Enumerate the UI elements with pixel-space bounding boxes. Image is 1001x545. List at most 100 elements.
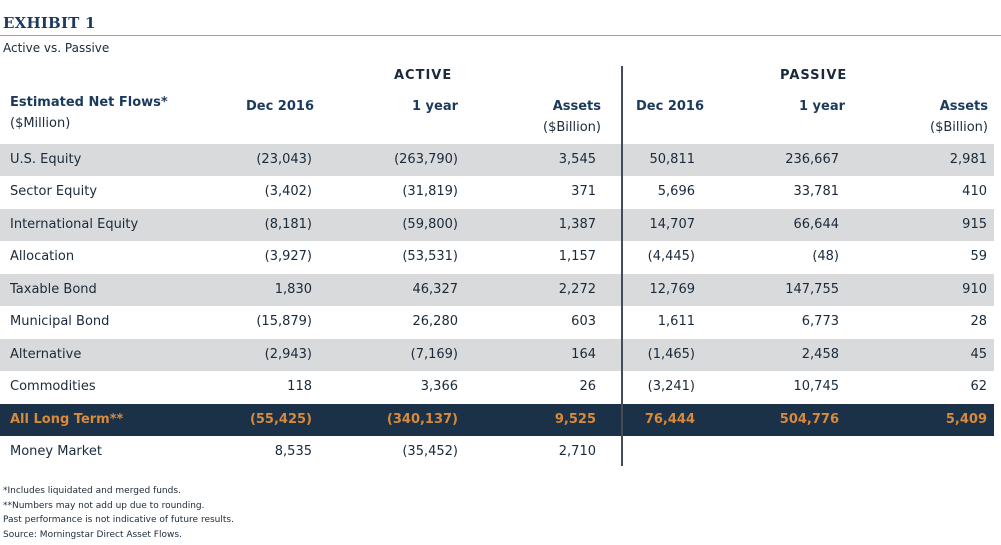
active-dec2016-cell: (3,402)	[264, 184, 312, 199]
passive-assets-cell: 62	[970, 379, 987, 394]
exhibit-label: EXHIBIT 1	[3, 14, 96, 32]
active-dec2016-cell: (8,181)	[264, 216, 312, 232]
active-dec2016-cell: 8,535	[274, 444, 312, 459]
header-active-assets-line2: ($Billion)	[543, 120, 601, 135]
active-dec2016-cell: (55,425)	[249, 411, 312, 427]
active-dec2016-cell: (23,043)	[256, 151, 312, 167]
passive-dec2016-cell: (3,241)	[647, 379, 695, 394]
table-row: International Equity (8,181) (59,800) 1,…	[0, 208, 994, 241]
header-active-assets: Assets ($Billion)	[543, 96, 601, 138]
active-assets-cell: 9,525	[554, 411, 596, 427]
row-label: All Long Term**	[10, 411, 124, 427]
footnotes: *Includes liquidated and merged funds. *…	[3, 484, 234, 542]
row-label: Sector Equity	[10, 184, 98, 199]
header-passive-assets-line2: ($Billion)	[930, 120, 988, 135]
active-dec2016-cell: 1,830	[274, 281, 312, 297]
active-1year-cell: (263,790)	[394, 151, 458, 167]
active-assets-cell: 3,545	[558, 151, 596, 167]
header-active-dec2016: Dec 2016	[246, 96, 314, 117]
row-label: Money Market	[10, 444, 102, 459]
footnote: Source: Morningstar Direct Asset Flows.	[3, 529, 182, 540]
row-label: Allocation	[10, 249, 75, 264]
group-header-passive: PASSIVE	[780, 68, 848, 83]
header-passive-assets: Assets ($Billion)	[930, 96, 988, 138]
passive-dec2016-cell: (1,465)	[647, 346, 695, 362]
active-1year-cell: 26,280	[412, 314, 459, 329]
active-dec2016-cell: (2,943)	[264, 346, 312, 362]
passive-assets-cell: 910	[962, 281, 987, 297]
header-passive-assets-line1: Assets	[939, 99, 988, 114]
header-active-1year: 1 year	[412, 96, 458, 117]
active-dec2016-cell: 118	[287, 379, 312, 394]
table-row: Municipal Bond (15,879) 26,280 603 1,611…	[0, 306, 994, 339]
table-row: Allocation (3,927) (53,531) 1,157 (4,445…	[0, 241, 994, 274]
header-passive-1year: 1 year	[799, 96, 845, 117]
active-assets-cell: 164	[571, 346, 596, 362]
active-1year-cell: (35,452)	[402, 444, 458, 459]
active-assets-cell: 603	[571, 314, 596, 329]
passive-assets-cell: 410	[962, 184, 987, 199]
table-row: Alternative (2,943) (7,169) 164 (1,465) …	[0, 338, 994, 371]
passive-assets-cell: 5,409	[945, 411, 987, 427]
total-row: All Long Term** (55,425) (340,137) 9,525…	[0, 403, 994, 436]
active-1year-cell: 3,366	[420, 379, 458, 394]
header-passive-1year-text: 1 year	[798, 99, 845, 114]
active-assets-cell: 2,710	[558, 444, 596, 459]
table-row: Money Market 8,535 (35,452) 2,710	[0, 436, 621, 469]
passive-dec2016-cell: (4,445)	[647, 249, 695, 264]
table-row: Sector Equity (3,402) (31,819) 371 5,696…	[0, 176, 994, 209]
footnote: Past performance is not indicative of fu…	[3, 515, 234, 526]
passive-assets-cell: 915	[962, 216, 987, 232]
active-assets-cell: 26	[579, 379, 596, 394]
passive-dec2016-cell: 14,707	[649, 216, 696, 232]
table-row: Taxable Bond 1,830 46,327 2,272 12,769 1…	[0, 273, 994, 306]
active-1year-cell: (53,531)	[402, 249, 458, 264]
footnote: **Numbers may not add up due to rounding…	[3, 500, 205, 511]
footnote: *Includes liquidated and merged funds.	[3, 486, 181, 496]
active-1year-cell: (7,169)	[410, 346, 458, 362]
passive-1year-cell: 504,776	[779, 411, 839, 427]
header-active-assets-line1: Assets	[552, 99, 601, 114]
passive-dec2016-cell: 76,444	[644, 411, 695, 427]
passive-1year-cell: (48)	[812, 249, 839, 264]
passive-1year-cell: 236,667	[785, 151, 839, 167]
row-label: Municipal Bond	[10, 314, 110, 329]
passive-dec2016-cell: 12,769	[649, 281, 696, 297]
active-assets-cell: 1,387	[558, 216, 596, 232]
active-dec2016-cell: (15,879)	[256, 314, 312, 329]
row-label: Commodities	[10, 379, 96, 394]
passive-1year-cell: 147,755	[785, 281, 839, 297]
passive-assets-cell: 2,981	[949, 151, 987, 167]
section-divider	[621, 66, 623, 466]
passive-dec2016-cell: 1,611	[657, 314, 695, 329]
header-active-dec2016-text: Dec 2016	[245, 99, 314, 114]
header-passive-dec2016: Dec 2016	[636, 96, 704, 117]
passive-1year-cell: 6,773	[801, 314, 839, 329]
table-row: U.S. Equity (23,043) (263,790) 3,545 50,…	[0, 143, 994, 176]
row-label: U.S. Equity	[10, 151, 82, 167]
passive-1year-cell: 33,781	[793, 184, 840, 199]
header-label-line2: ($Million)	[10, 116, 71, 131]
header-passive-dec2016-text: Dec 2016	[636, 99, 705, 114]
passive-dec2016-cell: 50,811	[649, 151, 696, 167]
passive-assets-cell: 28	[970, 314, 987, 329]
active-1year-cell: 46,327	[412, 281, 459, 297]
active-assets-cell: 1,157	[558, 249, 596, 264]
passive-1year-cell: 10,745	[793, 379, 840, 394]
row-label: Alternative	[10, 346, 82, 362]
active-1year-cell: (59,800)	[402, 216, 458, 232]
header-label: Estimated Net Flows* ($Million)	[10, 92, 168, 134]
passive-assets-cell: 45	[970, 346, 987, 362]
row-label: International Equity	[10, 216, 139, 232]
table-row: Commodities 118 3,366 26 (3,241) 10,745 …	[0, 371, 994, 404]
passive-1year-cell: 66,644	[793, 216, 840, 232]
subtitle: Active vs. Passive	[3, 41, 110, 55]
passive-dec2016-cell: 5,696	[657, 184, 695, 199]
active-1year-cell: (340,137)	[386, 411, 458, 427]
passive-assets-cell: 59	[970, 249, 987, 264]
active-1year-cell: (31,819)	[402, 184, 458, 199]
active-assets-cell: 2,272	[558, 281, 596, 297]
title-rule	[0, 35, 1001, 36]
header-active-1year-text: 1 year	[411, 99, 458, 114]
header-label-line1: Estimated Net Flows*	[10, 95, 168, 110]
